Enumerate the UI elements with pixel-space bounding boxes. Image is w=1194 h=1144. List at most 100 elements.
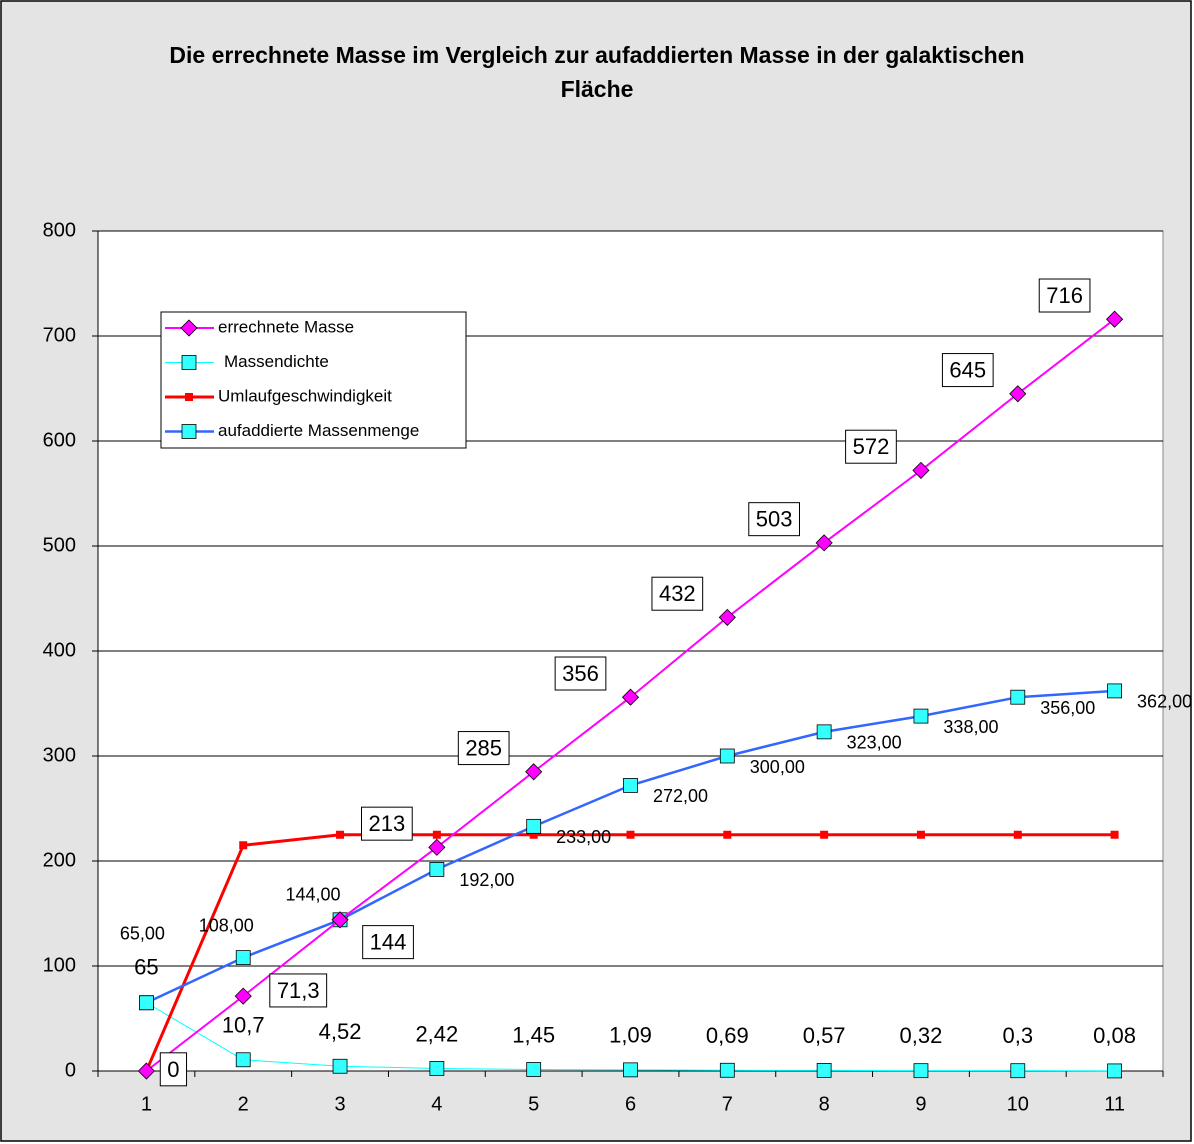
point bbox=[185, 393, 193, 401]
data-label: 144,00 bbox=[286, 885, 341, 905]
x-tick-label: 1 bbox=[141, 1093, 152, 1115]
x-tick-label: 7 bbox=[722, 1093, 733, 1115]
point bbox=[137, 1062, 155, 1080]
y-tick-label: 300 bbox=[43, 744, 76, 766]
point bbox=[718, 608, 736, 626]
data-label-box bbox=[845, 429, 897, 464]
point bbox=[429, 862, 445, 877]
x-tick-label: 4 bbox=[431, 1093, 442, 1115]
point bbox=[429, 1061, 445, 1076]
data-label: 572 bbox=[853, 434, 890, 459]
data-label-box bbox=[362, 925, 414, 960]
x-tick-label: 5 bbox=[528, 1093, 539, 1115]
point bbox=[913, 1063, 929, 1079]
data-label: 285 bbox=[465, 736, 502, 761]
point bbox=[529, 830, 538, 839]
data-label: 0 bbox=[167, 1057, 179, 1082]
data-label: 645 bbox=[949, 358, 986, 383]
chart-title: Die errechnete Masse im Vergleich zur au… bbox=[169, 42, 1025, 102]
point bbox=[719, 1062, 735, 1078]
data-label: 65,00 bbox=[120, 924, 165, 944]
point bbox=[526, 818, 542, 834]
data-label: 432 bbox=[659, 581, 696, 606]
point bbox=[181, 424, 197, 439]
legend-label: Massendichte bbox=[224, 352, 329, 371]
point bbox=[139, 995, 154, 1011]
point bbox=[815, 534, 833, 552]
data-label-box bbox=[651, 576, 704, 611]
point bbox=[331, 911, 349, 929]
data-label: 65 bbox=[134, 955, 158, 980]
point bbox=[234, 987, 252, 1005]
data-label: 4,52 bbox=[319, 1019, 362, 1044]
data-label: 356,00 bbox=[1040, 698, 1095, 718]
point bbox=[621, 688, 640, 706]
legend-label: errechnete Masse bbox=[218, 317, 354, 336]
point bbox=[1106, 310, 1124, 328]
data-label: 503 bbox=[756, 507, 793, 532]
data-label: 323,00 bbox=[847, 733, 902, 753]
data-label: 0,69 bbox=[706, 1023, 749, 1048]
x-tick-label: 11 bbox=[1104, 1093, 1125, 1115]
data-label: 108,00 bbox=[199, 915, 254, 935]
data-label: 0,32 bbox=[900, 1023, 943, 1048]
data-label: 213 bbox=[369, 811, 406, 836]
data-label: 716 bbox=[1046, 283, 1083, 308]
point bbox=[525, 763, 543, 781]
point bbox=[1107, 1063, 1122, 1079]
data-label: 2,42 bbox=[415, 1021, 458, 1046]
point bbox=[180, 319, 198, 337]
data-label: 233,00 bbox=[556, 827, 611, 847]
point bbox=[239, 841, 248, 850]
data-label: 0,57 bbox=[803, 1023, 846, 1048]
data-label: 300,00 bbox=[750, 757, 805, 777]
legend-box bbox=[160, 311, 467, 449]
data-label-box bbox=[554, 656, 607, 691]
data-label: 1,09 bbox=[609, 1023, 652, 1048]
x-tick-label: 8 bbox=[819, 1093, 830, 1115]
point bbox=[626, 830, 635, 839]
point bbox=[432, 830, 441, 839]
point bbox=[820, 830, 829, 839]
point bbox=[181, 355, 197, 370]
point bbox=[913, 708, 929, 724]
point bbox=[723, 830, 732, 839]
point bbox=[428, 838, 446, 856]
y-tick-label: 0 bbox=[65, 1059, 76, 1081]
point bbox=[336, 830, 345, 839]
point bbox=[1010, 1063, 1026, 1079]
data-label: 0,3 bbox=[1002, 1023, 1033, 1048]
data-label-box bbox=[1038, 278, 1091, 313]
data-label-box bbox=[361, 806, 413, 841]
data-label: 338,00 bbox=[943, 717, 998, 737]
point bbox=[623, 1062, 638, 1078]
point bbox=[816, 724, 832, 740]
point bbox=[719, 748, 735, 764]
point bbox=[1107, 683, 1122, 699]
point bbox=[912, 461, 930, 479]
point bbox=[332, 1058, 348, 1074]
data-label: 144 bbox=[370, 930, 407, 955]
data-label: 71,3 bbox=[277, 978, 320, 1003]
point bbox=[235, 950, 251, 965]
data-label: 192,00 bbox=[459, 870, 514, 890]
y-tick-label: 800 bbox=[43, 219, 76, 241]
point bbox=[235, 1052, 251, 1068]
point bbox=[526, 1062, 542, 1077]
data-label-box bbox=[941, 353, 994, 388]
point bbox=[623, 778, 638, 793]
data-label: 1,45 bbox=[512, 1022, 555, 1047]
point bbox=[1010, 689, 1026, 705]
point bbox=[1013, 830, 1022, 839]
x-tick-label: 10 bbox=[1007, 1093, 1029, 1115]
data-label-box bbox=[457, 731, 510, 766]
y-tick-label: 600 bbox=[43, 429, 76, 451]
data-label: 272,00 bbox=[653, 786, 708, 806]
x-tick-label: 6 bbox=[625, 1093, 636, 1115]
data-label: 356 bbox=[562, 661, 599, 686]
y-tick-label: 400 bbox=[43, 639, 76, 661]
y-tick-label: 100 bbox=[43, 954, 76, 976]
point bbox=[1110, 830, 1119, 839]
point bbox=[916, 830, 925, 839]
